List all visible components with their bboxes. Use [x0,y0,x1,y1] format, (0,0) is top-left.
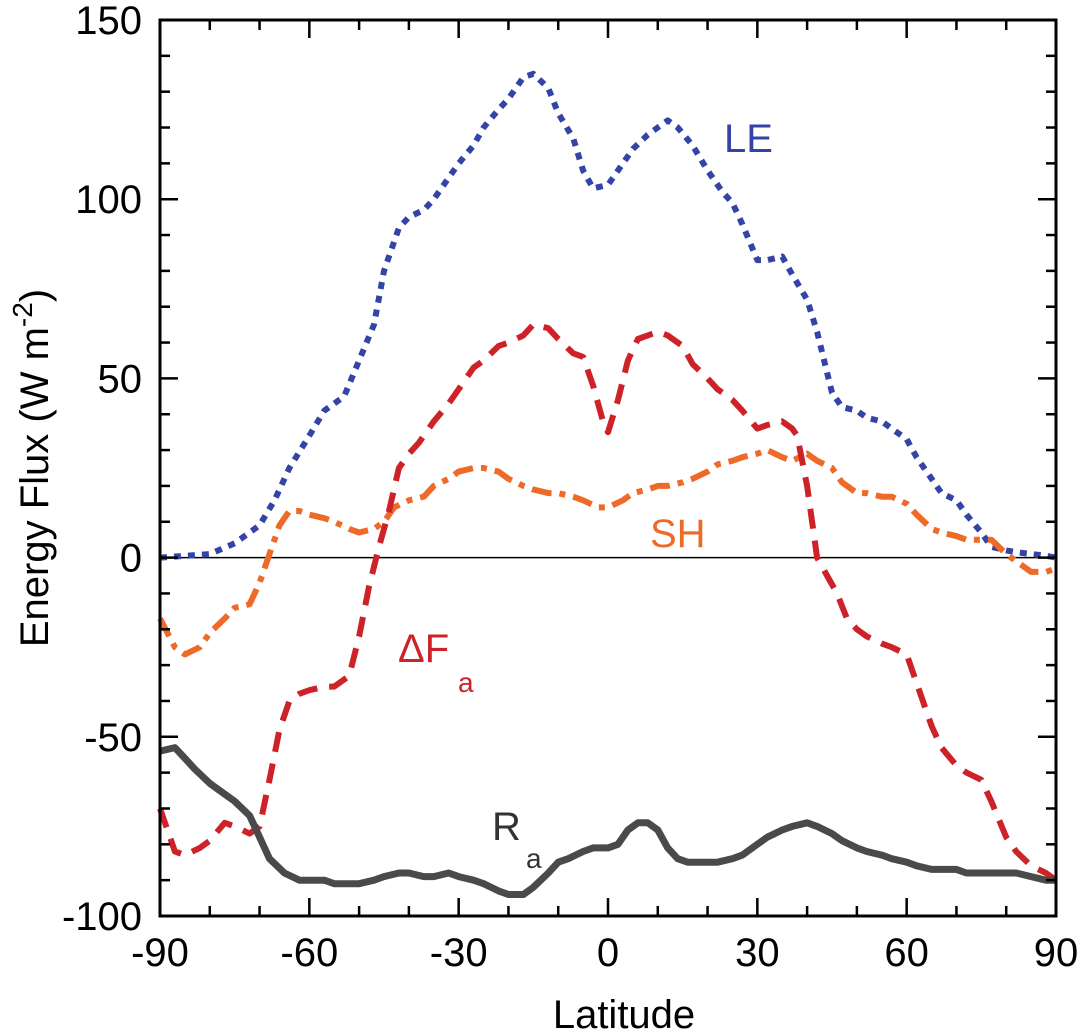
series-line-1 [157,447,1057,658]
x-tick-label: 30 [735,931,780,975]
y-tick-label: 50 [98,357,143,401]
x-tick-label: -30 [430,931,488,975]
y-tick-label: 150 [75,0,142,43]
x-tick-label: 60 [884,931,929,975]
series-label-dfa-sub: a [458,667,474,698]
y-tick-label: 100 [75,178,142,222]
tick-labels: -90 -60 -30 0 30 60 90 -100 -50 0 50 100 150 [62,0,1078,975]
x-tick-label: 0 [597,931,619,975]
y-tick-label: -50 [84,716,142,760]
x-tick-label: 90 [1034,931,1079,975]
series-label-ra-sub: a [526,843,542,874]
plot-frame [158,18,1058,918]
y-axis-title-main: Energy Flux (W m [13,327,57,647]
series-label-ra: R [492,805,521,849]
y-axis-title: Energy Flux (W m-2) [7,289,57,647]
series-layer [157,70,1058,898]
x-tick-label: -90 [131,931,189,975]
series-line-0 [159,70,1057,561]
x-tick-label: -60 [280,931,338,975]
series-label-dfa: ΔF [398,627,449,671]
y-axis-title-group: Energy Flux (W m-2) [7,289,57,647]
series-line-3 [159,744,1056,898]
y-tick-label: -100 [62,895,142,939]
x-axis-title: Latitude [553,993,695,1031]
series-label-sh: SH [650,512,706,556]
series-line-2 [157,321,1058,883]
y-axis-title-sup: -2 [7,302,38,327]
series-label-le: LE [724,117,773,161]
y-tick-label: 0 [120,537,142,581]
y-axis-title-close: ) [13,289,57,302]
